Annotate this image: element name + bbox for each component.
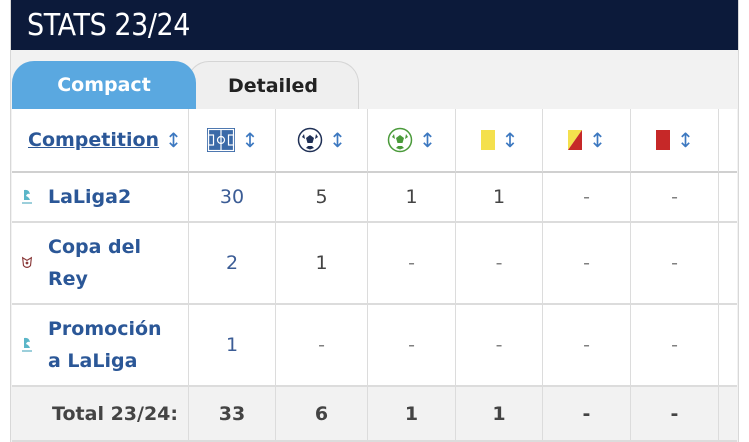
second-yellow-card-icon [568, 130, 583, 150]
sort-icon[interactable]: ↕ [677, 128, 694, 152]
yellow-cards-column-header[interactable]: ↕ [456, 109, 543, 173]
red-card-icon [656, 130, 671, 150]
stats-table: Competition ↕ ↕ ↕ [12, 109, 737, 442]
red-cards-value: - [631, 305, 719, 387]
sort-icon[interactable]: ↕ [589, 128, 606, 152]
stats-title: STATS 23/24 [27, 8, 190, 43]
tab-compact[interactable]: Compact [12, 61, 196, 109]
red-cards-value: - [631, 173, 719, 223]
total-label: Total 23/24: [12, 387, 189, 442]
overflow-cell [719, 305, 737, 387]
goals-value: - [276, 305, 368, 387]
second-yellow-column-header[interactable]: ↕ [543, 109, 631, 173]
goals-column-header[interactable]: ↕ [276, 109, 368, 173]
table-row-competition[interactable]: LaLiga2 [12, 173, 189, 223]
sort-icon[interactable]: ↕ [241, 128, 259, 152]
red-cards-column-header[interactable]: ↕ [631, 109, 719, 173]
copa-del-rey-logo-icon [20, 254, 34, 272]
table-row-competition[interactable]: Promoción a LaLiga [12, 305, 189, 387]
assists-value: - [368, 223, 456, 305]
red-cards-value: - [631, 223, 719, 305]
assists-value: - [368, 305, 456, 387]
competition-column-header[interactable]: Competition ↕ [12, 109, 189, 173]
total-assists: 1 [368, 387, 456, 442]
stats-panel: STATS 23/24 Detailed Compact Competition… [10, 0, 739, 442]
second-yellow-value: - [543, 223, 631, 305]
total-second-yellow: - [543, 387, 631, 442]
yellow-card-icon [480, 130, 495, 150]
competition-name-line[interactable]: Copa del [48, 236, 142, 258]
sort-icon[interactable]: ↕ [329, 128, 346, 152]
goals-value: 5 [276, 173, 368, 223]
goals-value: 1 [276, 223, 368, 305]
competition-name-line[interactable]: Promoción [48, 318, 162, 340]
total-appearances: 33 [189, 387, 276, 442]
yellow-cards-value: 1 [456, 173, 543, 223]
competition-header-label[interactable]: Competition [28, 129, 160, 151]
second-yellow-value: - [543, 173, 631, 223]
tab-detailed[interactable]: Detailed [187, 61, 359, 109]
appearances-column-header[interactable]: ↕ [189, 109, 276, 173]
yellow-cards-value: - [456, 305, 543, 387]
total-goals: 6 [276, 387, 368, 442]
assists-value: 1 [368, 173, 456, 223]
stats-header: STATS 23/24 [11, 0, 738, 50]
sort-icon[interactable]: ↕ [165, 128, 182, 152]
appearances-value: 2 [189, 223, 276, 305]
competition-name[interactable]: LaLiga2 [48, 186, 132, 208]
football-icon [297, 127, 323, 153]
competition-name[interactable]: Promoción a LaLiga [48, 313, 162, 377]
overflow-column-header [719, 109, 737, 173]
appearances-value: 1 [189, 305, 276, 387]
table-row-competition[interactable]: Copa del Rey [12, 223, 189, 305]
competition-name-line[interactable]: a LaLiga [48, 350, 138, 372]
assist-ball-icon [387, 127, 413, 153]
overflow-cell [719, 173, 737, 223]
appearances-value: 30 [189, 173, 276, 223]
second-yellow-value: - [543, 305, 631, 387]
pitch-icon [206, 128, 235, 152]
overflow-cell [719, 387, 737, 442]
overflow-cell [719, 223, 737, 305]
competition-name-line[interactable]: Rey [48, 268, 88, 290]
assists-column-header[interactable]: ↕ [368, 109, 456, 173]
yellow-cards-value: - [456, 223, 543, 305]
sort-icon[interactable]: ↕ [501, 128, 519, 152]
total-yellow-cards: 1 [456, 387, 543, 442]
laliga-promocion-logo-icon [20, 336, 34, 354]
competition-name[interactable]: Copa del Rey [48, 231, 141, 295]
sort-icon[interactable]: ↕ [419, 128, 436, 152]
laliga2-logo-icon [20, 188, 34, 206]
total-red-cards: - [631, 387, 719, 442]
